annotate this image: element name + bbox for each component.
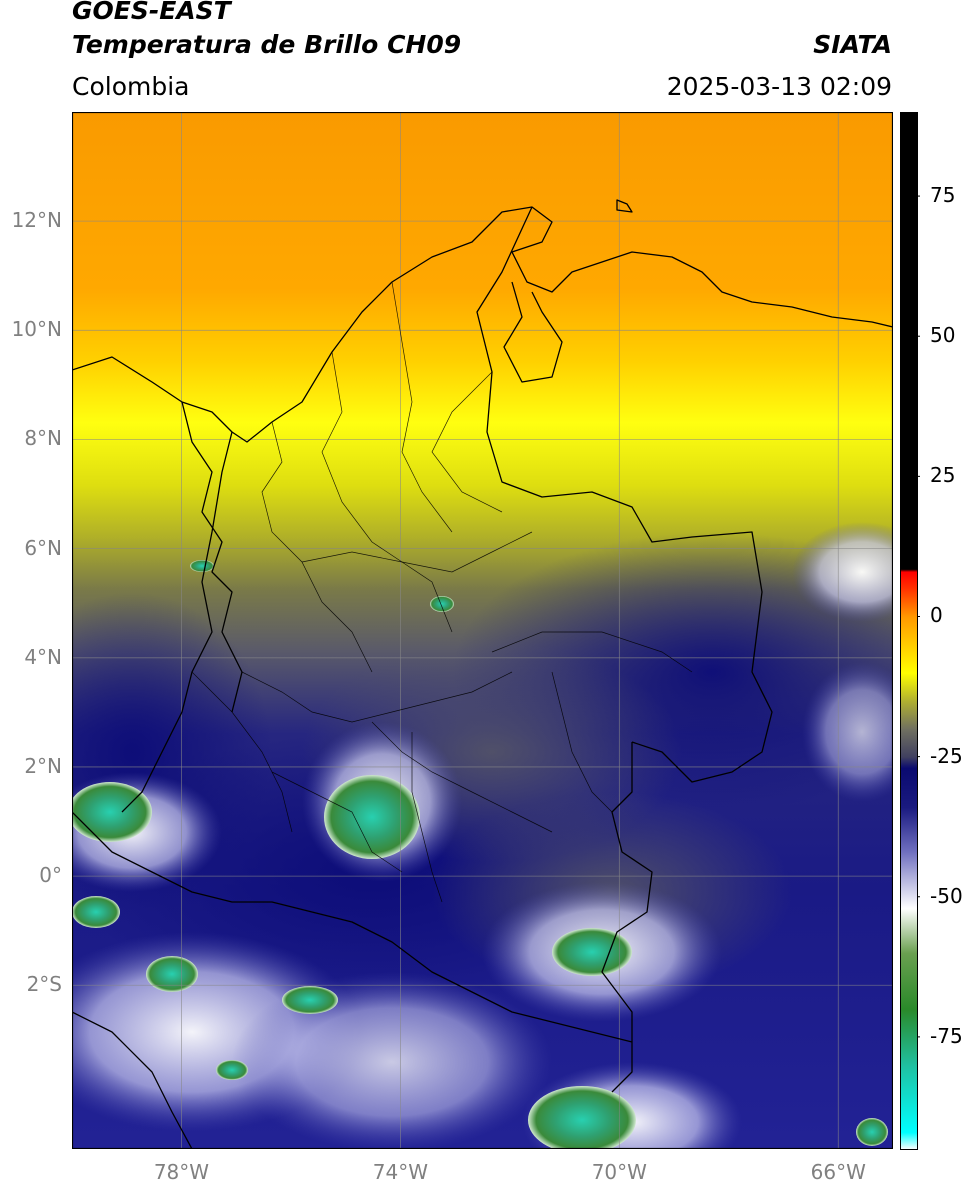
longitude-tick-label: 66°W [810, 1160, 866, 1184]
map-frame [72, 112, 893, 1149]
convective-core-small-1 [190, 560, 214, 572]
colorbar-tick-label: -25 [930, 743, 963, 768]
colorbar-tick-label: -50 [930, 883, 963, 908]
borders [72, 199, 893, 1149]
convective-core-ecuador [72, 896, 120, 928]
convective-core-small-2 [430, 596, 454, 612]
colorbar-tick-label: 25 [930, 463, 956, 488]
longitude-tick-label: 70°W [591, 1160, 647, 1184]
colombia-south-border [72, 811, 633, 1043]
colorbar-tick-label: -75 [930, 1023, 963, 1048]
department-boundary-10 [411, 732, 443, 903]
caribbean-coastline [72, 206, 893, 443]
convective-core-small-3 [216, 1060, 248, 1080]
colombia-pacific-coast [121, 431, 233, 813]
aruba-curacao [616, 199, 633, 213]
department-boundary-3 [261, 421, 373, 673]
department-boundaries [191, 281, 693, 903]
latitude-tick-label: 2°S [26, 972, 62, 997]
source-label: SIATA [813, 30, 892, 59]
convective-core-small-4 [856, 1118, 888, 1146]
satellite-title: GOES-EAST [72, 0, 231, 25]
latitude-tick-label: 2°N [24, 753, 62, 778]
longitude-tick-label: 78°W [153, 1160, 210, 1184]
colombia-panama-border [181, 401, 243, 713]
department-boundary-4 [431, 371, 503, 513]
colorbar-fill [900, 112, 918, 1150]
latitude-tick-label: 10°N [11, 317, 62, 342]
department-boundary-2 [391, 281, 453, 533]
department-boundary-1 [321, 351, 453, 633]
convective-core-south-2 [282, 986, 338, 1014]
convective-core-pacific [72, 782, 152, 842]
latitude-tick-label: 6°N [24, 535, 62, 560]
department-boundary-9 [271, 771, 403, 873]
department-boundary-5 [301, 531, 533, 573]
cloud-cluster-east [792, 522, 893, 622]
department-boundary-12 [191, 671, 293, 833]
department-boundary-8 [371, 721, 553, 833]
latitude-tick-label: 12°N [11, 208, 62, 233]
department-boundary-6 [241, 671, 513, 723]
colombia-brazil-border [601, 742, 653, 1093]
latitude-tick-label: 0° [39, 863, 62, 888]
region-label: Colombia [72, 72, 190, 101]
convective-core-bottom [528, 1086, 636, 1149]
colorbar-tick-label: 0 [930, 603, 943, 628]
cloud-cluster-south-center [232, 972, 552, 1149]
datetime-label: 2025-03-13 02:09 [666, 72, 892, 101]
latitude-tick-label: 8°N [24, 426, 62, 451]
colorbar-tick-label: 75 [930, 183, 956, 208]
peru-ecuador-border [72, 1011, 193, 1149]
department-boundary-7 [491, 631, 693, 673]
convective-core-caqueta [324, 775, 420, 859]
latitude-tick-label: 4°N [24, 644, 62, 669]
colombia-venezuela-border [476, 206, 773, 783]
convective-core-south-3 [552, 928, 632, 976]
longitude-tick-label: 74°W [372, 1160, 429, 1184]
product-title: Temperatura de Brillo CH09 [72, 30, 462, 59]
convective-core-south-1 [146, 956, 198, 992]
maracaibo-lake [503, 281, 563, 383]
colorbar [900, 112, 920, 1150]
brightness-temperature-map[interactable] [72, 112, 893, 1149]
department-boundary-11 [551, 671, 613, 813]
colorbar-tick-label: 50 [930, 323, 956, 348]
